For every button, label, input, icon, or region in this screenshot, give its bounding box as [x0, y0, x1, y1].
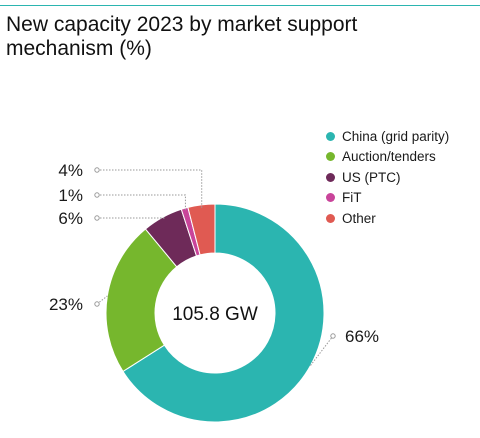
legend: China (grid parity) Auction/tenders US (PT…	[326, 126, 449, 229]
legend-label-china-grid-parity: China (grid parity)	[342, 128, 450, 144]
legend-label-fit: FiT	[342, 190, 362, 206]
leader-china-grid-parity	[310, 335, 334, 366]
legend-swatch-us-ptc	[326, 172, 335, 182]
leader-auction-tenders	[96, 295, 108, 305]
data-label-other: 4%	[58, 161, 83, 180]
chart-title: New capacity 2023 by market support mech…	[6, 13, 358, 60]
legend-item-fit: FiT	[326, 188, 449, 209]
leader-dot-fit	[94, 192, 100, 198]
center-total-label: 105.8 GW	[172, 304, 258, 325]
leader-other	[97, 169, 203, 208]
slice-other	[187, 203, 216, 256]
data-label-us-ptc: 6%	[58, 209, 83, 228]
leader-dot-us-ptc	[94, 215, 100, 221]
donut-slices	[105, 203, 325, 423]
legend-swatch-auction-tenders	[326, 152, 335, 162]
legend-swatch-fit	[326, 193, 335, 203]
legend-item-us-ptc: US (PTC)	[326, 167, 449, 188]
legend-swatch-other	[326, 213, 335, 223]
data-label-auction-tenders: 23%	[49, 295, 83, 314]
legend-item-other: Other	[326, 208, 449, 229]
legend-label-auction-tenders: Auction/tenders	[342, 149, 436, 165]
legend-swatch-china-grid-parity	[326, 131, 335, 141]
data-label-fit: 1%	[58, 186, 83, 205]
top-accent-rule	[0, 5, 480, 6]
slice-labels: 66% 23% 6% 1% 4%	[49, 161, 379, 346]
data-label-china-grid-parity: 66%	[345, 327, 379, 346]
legend-label-us-ptc: US (PTC)	[342, 169, 401, 185]
leader-us-ptc	[97, 217, 165, 221]
legend-item-auction-tenders: Auction/tenders	[326, 147, 449, 168]
leader-fit	[97, 194, 186, 212]
leader-lines	[94, 167, 336, 366]
leader-dot-auction-tenders	[94, 301, 100, 307]
leader-dot-china-grid-parity	[330, 333, 336, 339]
slice-auction-tenders	[105, 228, 178, 373]
legend-item-china-grid-parity: China (grid parity)	[326, 126, 449, 147]
legend-label-other: Other	[342, 210, 376, 226]
slice-china-grid-parity	[122, 203, 325, 423]
leader-dot-other	[94, 167, 100, 173]
